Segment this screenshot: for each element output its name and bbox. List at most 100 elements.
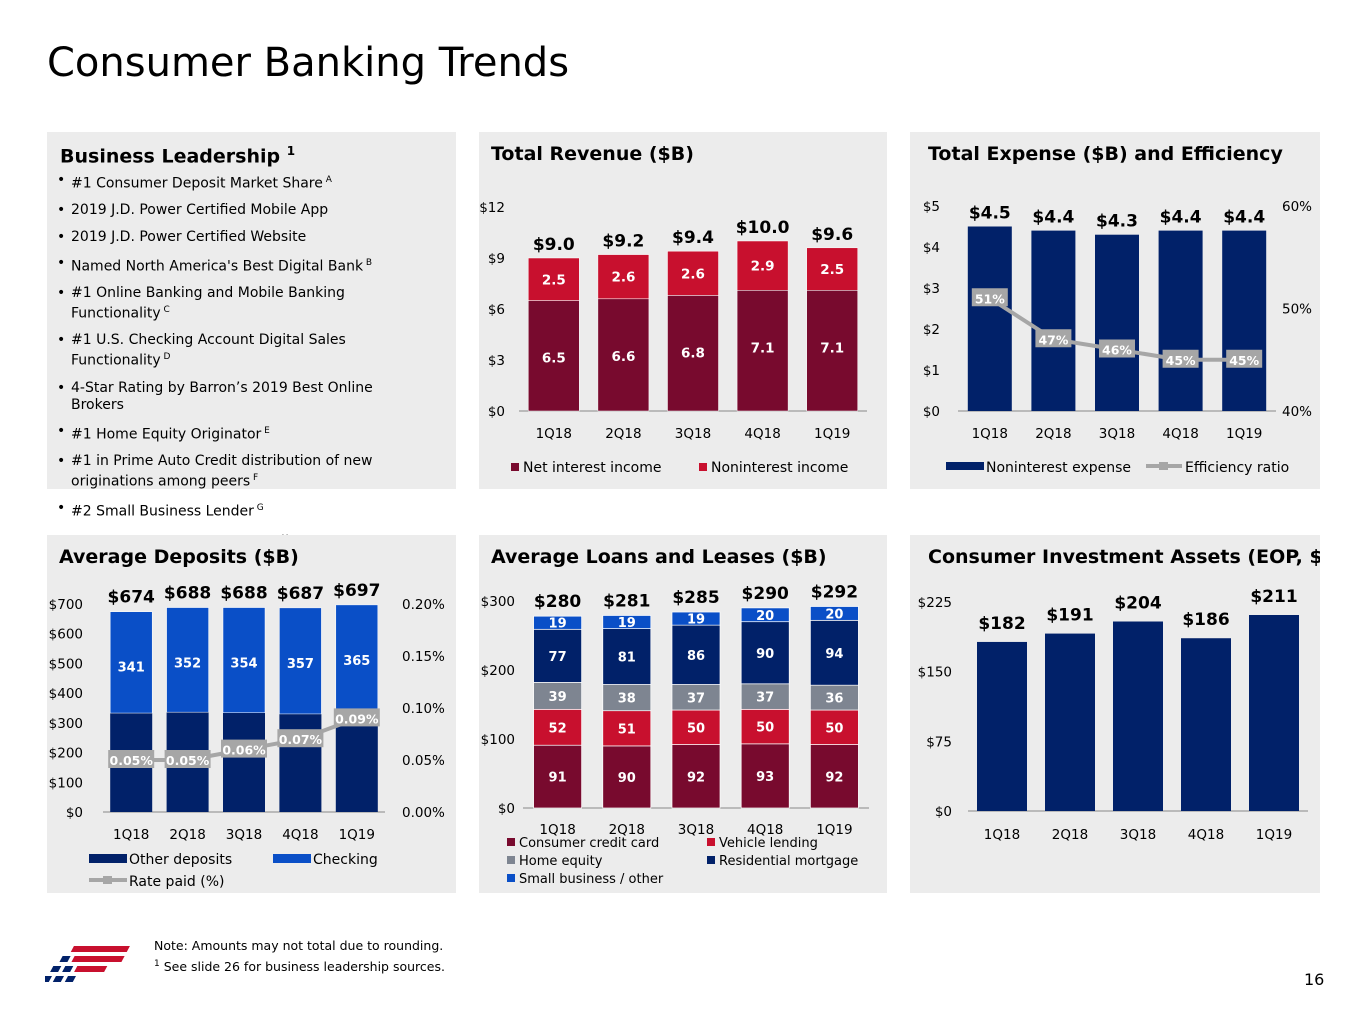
x-tick-label: 2Q18: [1035, 426, 1071, 442]
x-tick-label: 1Q19: [816, 822, 852, 838]
x-tick-label: 4Q18: [744, 426, 780, 442]
y-tick-label: $400: [49, 686, 83, 702]
bar-segment: [166, 607, 209, 713]
y-tick-label: $225: [918, 595, 952, 611]
page-number: 16: [1304, 970, 1325, 989]
line-point-marker: [221, 739, 267, 758]
y-tick-label: $1: [923, 363, 940, 379]
total-label: $9.2: [602, 232, 644, 252]
bar-segment: [597, 254, 650, 300]
bar-segment: [279, 607, 322, 715]
leadership-item: 2019 J.D. Power Certified Mobile App: [55, 202, 385, 219]
x-tick-label: 3Q18: [226, 827, 262, 843]
legend-swatch: [273, 854, 311, 863]
line-data-label: 46%: [1102, 343, 1132, 358]
business-leadership-list: #1 Consumer Deposit Market Share A 2019 J…: [55, 172, 385, 561]
data-label: 352: [174, 657, 201, 672]
consumer-investment-chart: Consumer Investment Assets (EOP, $B) $0 $7…: [918, 546, 1346, 843]
data-label: 36: [825, 692, 843, 707]
bank-flag-logo-icon: [40, 944, 137, 1001]
data-label: 2.6: [681, 266, 705, 282]
bar-segment: [602, 710, 652, 747]
x-tick-label: 2Q18: [609, 822, 645, 838]
bar-segment: [533, 615, 582, 630]
y-tick-label: $0: [66, 805, 83, 821]
x-tick-label: 1Q18: [984, 827, 1020, 843]
bar: [967, 226, 1012, 411]
legend-swatch: [511, 463, 519, 471]
data-label: 6.5: [542, 351, 566, 367]
business-leadership-panel: Business Leadership 1 #1 Consumer Deposi…: [47, 132, 456, 550]
bar-segment: [740, 621, 790, 685]
leadership-item: #1 Consumer Deposit Market Share A: [55, 172, 385, 193]
total-label: $285: [672, 588, 719, 608]
total-label: $697: [333, 581, 380, 601]
data-label: 38: [618, 692, 636, 707]
data-label: 2.6: [611, 270, 635, 286]
y-tick-label: $150: [918, 665, 952, 681]
y-tick-label: $0: [498, 801, 515, 817]
legend-marker: [103, 876, 112, 884]
bar-segment: [533, 744, 582, 809]
data-label: 357: [287, 657, 314, 672]
x-tick-label: 3Q18: [1120, 827, 1156, 843]
data-label: $4.4: [1032, 208, 1074, 228]
x-tick-label: 3Q18: [675, 426, 711, 442]
chart-title: Total Revenue ($B): [491, 143, 694, 165]
bar-segment: [528, 300, 580, 412]
data-label: $4.5: [969, 204, 1011, 224]
x-tick-label: 1Q18: [536, 426, 572, 442]
data-label: 50: [825, 721, 843, 736]
data-label: $191: [1046, 606, 1093, 626]
data-label: 365: [343, 654, 370, 669]
legend-label: Efficiency ratio: [1185, 460, 1289, 476]
data-label: 94: [825, 647, 843, 662]
business-leadership-title: Business Leadership 1: [60, 144, 296, 168]
bar: [1181, 638, 1231, 811]
bar-segment: [740, 743, 790, 809]
x-tick-label: 2Q18: [169, 827, 205, 843]
bar-segment: [279, 713, 322, 812]
chart-title: Average Loans and Leases ($B): [491, 546, 827, 568]
leadership-item: #1 U.S. Checking Account Digital Sales F…: [55, 332, 385, 370]
average-loans-panel: Average Loans and Leases ($B) $0 $100 $200 $…: [479, 535, 887, 893]
bar-segment: [810, 744, 859, 809]
bar-segment: [671, 709, 721, 745]
legend-label: Home equity: [519, 854, 603, 869]
bar-segment: [806, 247, 858, 291]
data-label: $182: [978, 614, 1025, 634]
bar-segment: [602, 628, 652, 685]
bar: [1031, 230, 1076, 411]
line-data-label: 51%: [975, 291, 1005, 306]
line-point-marker: [1035, 329, 1072, 348]
legend-swatch: [507, 874, 515, 882]
total-label: $688: [220, 584, 267, 604]
data-label: 37: [756, 691, 774, 706]
y-tick-label: $200: [481, 663, 515, 679]
bar: [1113, 621, 1163, 811]
total-label: $281: [603, 591, 650, 611]
line-data-label: 45%: [1229, 353, 1259, 368]
line-point-marker: [1162, 349, 1199, 368]
y-tick-label: $100: [49, 775, 83, 791]
bar: [1249, 615, 1299, 811]
legend-marker: [1159, 462, 1168, 470]
legend-label: Checking: [313, 852, 378, 868]
consumer-investment-panel: Consumer Investment Assets (EOP, $B) $0 $7…: [910, 535, 1346, 893]
y-tick-label: $12: [479, 200, 505, 216]
bar-segment: [740, 607, 790, 623]
x-tick-label: 1Q19: [1256, 827, 1292, 843]
data-label: 341: [118, 661, 145, 676]
x-tick-label: 4Q18: [1188, 827, 1224, 843]
leadership-item: #2 Small Business Lender G: [55, 500, 385, 521]
y-tick-label: $0: [935, 804, 952, 820]
data-label: 20: [756, 609, 774, 624]
y2-tick-label: 0.00%: [402, 805, 445, 821]
x-tick-label: 2Q18: [605, 426, 641, 442]
total-label: $10.0: [736, 218, 790, 238]
data-label: 77: [549, 650, 567, 665]
total-label: $292: [811, 583, 858, 603]
x-tick-label: 1Q18: [539, 822, 575, 838]
data-label: 39: [549, 690, 567, 705]
y2-tick-label: 40%: [1282, 404, 1312, 420]
